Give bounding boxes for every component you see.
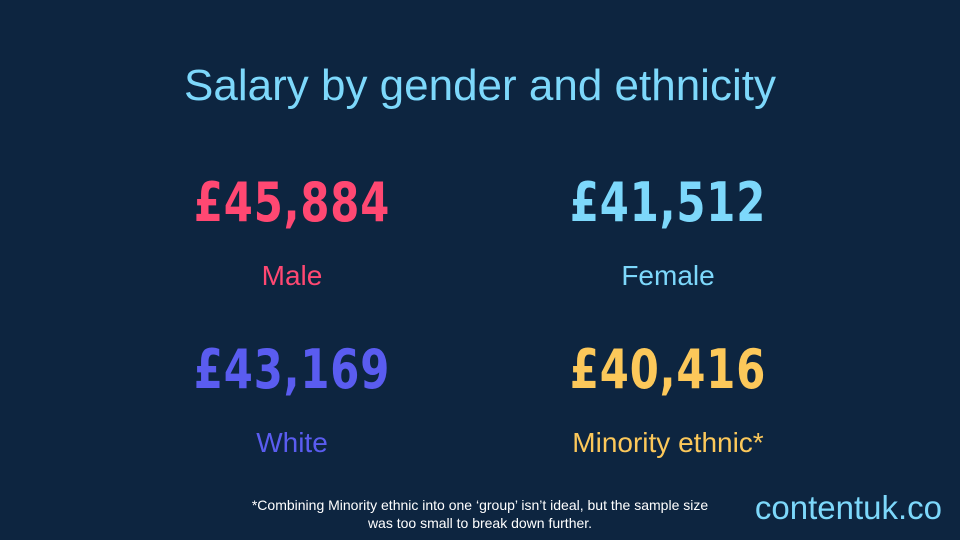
stat-male: £45,884 Male — [112, 171, 472, 293]
brand-link[interactable]: contentuk.co — [754, 489, 942, 526]
stat-male-value: £45,884 — [193, 171, 391, 234]
stat-minority-label: Minority ethnic* — [572, 427, 764, 458]
stat-white: £43,169 White — [112, 338, 472, 460]
footnote-line-2: was too small to break down further. — [367, 515, 593, 531]
page-title: Salary by gender and ethnicity — [184, 61, 776, 110]
stat-minority: £40,416 Minority ethnic* — [488, 338, 848, 460]
stat-white-value: £43,169 — [193, 338, 391, 401]
footnote-line-1: *Combining Minority ethnic into one ‘gro… — [251, 497, 709, 513]
stat-white-label: White — [256, 427, 328, 458]
stat-female-label: Female — [621, 260, 715, 291]
stat-female-value: £41,512 — [569, 171, 767, 234]
stat-minority-value: £40,416 — [569, 338, 767, 401]
footnote: *Combining Minority ethnic into one ‘gro… — [230, 496, 730, 532]
stat-male-label: Male — [261, 260, 323, 291]
stat-female: £41,512 Female — [488, 171, 848, 293]
